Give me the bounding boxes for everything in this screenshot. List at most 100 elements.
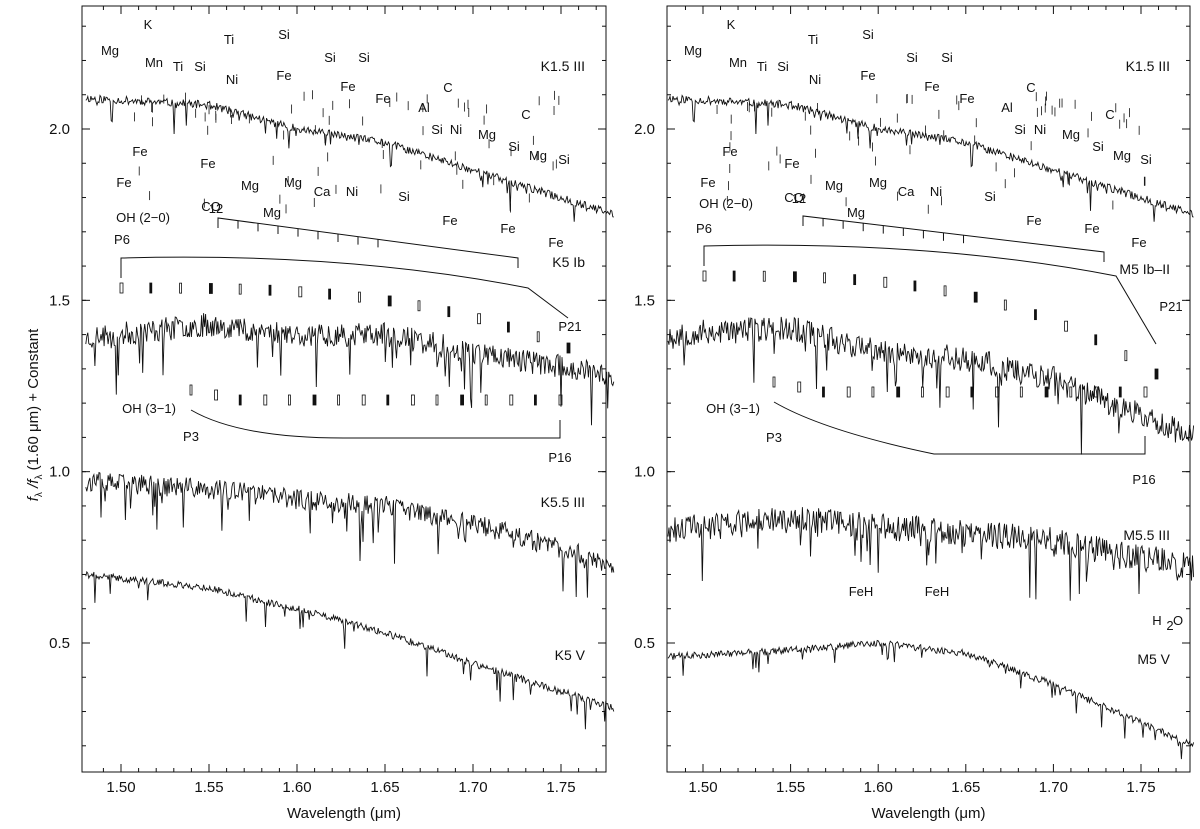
line-id-label: Mg	[1062, 127, 1080, 142]
oh-line-marker	[822, 386, 825, 398]
oh-line-marker	[1069, 386, 1073, 398]
oh-line-marker	[287, 394, 291, 406]
oh-line-marker	[119, 282, 124, 294]
oh-line-marker	[772, 376, 776, 388]
line-id-label: Ni	[1034, 122, 1046, 137]
line-id-label: Mg	[1113, 148, 1131, 163]
line-id-label: Si	[558, 152, 570, 167]
oh-line-marker	[1044, 386, 1049, 398]
line-id-label: 12	[209, 201, 223, 216]
line-id-label: Fe	[132, 144, 147, 159]
plot-frame	[81, 5, 607, 773]
line-id-label: Mg	[284, 175, 302, 190]
line-id-label: Mg	[478, 127, 496, 142]
oh-line-marker	[534, 394, 537, 406]
line-id-label: Fe	[722, 144, 737, 159]
oh-line-marker	[973, 291, 978, 303]
line-id-label: Fe	[784, 156, 799, 171]
y-tick-label: 1.0	[49, 464, 70, 481]
oh-line-marker	[846, 386, 851, 398]
spectrum-line	[667, 639, 1195, 760]
line-id-label: Ni	[450, 122, 462, 137]
line-id-label: Ca	[314, 184, 331, 199]
x-tick-label: 1.65	[951, 779, 980, 796]
line-id-label: Si	[1014, 122, 1026, 137]
line-id-label: 2	[1166, 618, 1173, 633]
line-id-label: Si	[194, 59, 206, 74]
oh-line-marker	[1094, 334, 1098, 346]
oh-line-marker	[702, 270, 707, 282]
line-id-label: P21	[558, 319, 581, 334]
line-id-label: Fe	[1131, 235, 1146, 250]
x-tick-label: 1.55	[776, 779, 805, 796]
oh-line-marker	[921, 386, 924, 398]
line-id-label: Si	[278, 27, 290, 42]
oh-line-marker	[298, 286, 303, 298]
line-id-label: Ni	[809, 72, 821, 87]
line-id-label: C	[443, 80, 452, 95]
line-id-label: 12	[792, 191, 806, 206]
line-id-label: Mg	[869, 175, 887, 190]
y-tick-label: 0.5	[49, 635, 70, 652]
line-id-label: P21	[1159, 299, 1182, 314]
line-id-label: P3	[183, 429, 199, 444]
line-id-label: Fe	[700, 175, 715, 190]
spectrum-line	[85, 94, 614, 222]
line-id-label: Si	[862, 27, 874, 42]
oh-line-marker	[263, 394, 268, 406]
x-tick-label: 1.50	[688, 779, 717, 796]
line-id-label: CO	[201, 199, 221, 214]
line-id-label: Fe	[442, 213, 457, 228]
line-id-label: Fe	[1026, 213, 1041, 228]
oh-line-marker	[484, 394, 488, 406]
line-id-label: P3	[766, 430, 782, 445]
spectrum-line	[85, 313, 615, 426]
left-panel: 1.50 1.55 1.60 1.65 1.70 1.75 0.5 1.0 1.5 2.0 Wave…	[49, 5, 615, 822]
line-id-label: Si	[1140, 152, 1152, 167]
oh-line-marker	[312, 394, 317, 406]
x-tick-label: 1.75	[546, 779, 575, 796]
line-id-label: Ca	[898, 184, 915, 199]
x-tick-label: 1.70	[1039, 779, 1068, 796]
line-id-label: Ni	[346, 184, 358, 199]
plot-frame	[666, 5, 1191, 773]
line-id-label: Ti	[224, 32, 234, 47]
spectrum-label: K5 Ib	[552, 254, 585, 270]
line-id-label: Mg	[101, 43, 119, 58]
line-id-label: Si	[777, 59, 789, 74]
x-tick-label: 1.70	[458, 779, 487, 796]
oh-line-marker	[853, 274, 857, 286]
co-bandhead-bracket	[802, 215, 1105, 262]
line-id-label: P16	[548, 450, 571, 465]
line-id-label: Fe	[959, 91, 974, 106]
line-id-label: O	[1173, 613, 1183, 628]
x-axis-title: Wavelength (μm)	[872, 805, 986, 822]
oh-line-marker	[460, 394, 465, 406]
line-id-label: C	[1026, 80, 1035, 95]
line-id-label: FeH	[849, 584, 874, 599]
line-id-label: Mg	[263, 205, 281, 220]
line-id-label: Ti	[757, 59, 767, 74]
oh-line-marker	[896, 386, 901, 398]
spectrum-label: K5.5 III	[541, 494, 585, 510]
oh-line-marker	[1124, 350, 1128, 362]
line-id-label: FeH	[925, 584, 950, 599]
spectrum-label: M5 Ib–II	[1119, 261, 1170, 277]
line-id-label: Fe	[924, 79, 939, 94]
oh-line-marker	[268, 284, 272, 296]
line-id-label: Fe	[200, 156, 215, 171]
oh-line-marker	[1118, 386, 1122, 398]
oh-line-marker	[883, 276, 888, 288]
spectrum-label: K5 V	[555, 647, 586, 663]
oh-line-marker	[447, 306, 451, 318]
oh-line-marker	[189, 384, 193, 396]
spectrum-line	[667, 507, 1195, 601]
line-id-label: P16	[1132, 472, 1155, 487]
x-tick-label: 1.65	[370, 779, 399, 796]
oh-31-progression-bracket	[773, 401, 1146, 455]
line-id-label: Ni	[226, 72, 238, 87]
x-tick-label: 1.50	[106, 779, 135, 796]
spectrum-label: M5 V	[1137, 651, 1170, 667]
oh-line-marker	[1064, 320, 1068, 332]
line-id-label: Si	[324, 50, 336, 65]
